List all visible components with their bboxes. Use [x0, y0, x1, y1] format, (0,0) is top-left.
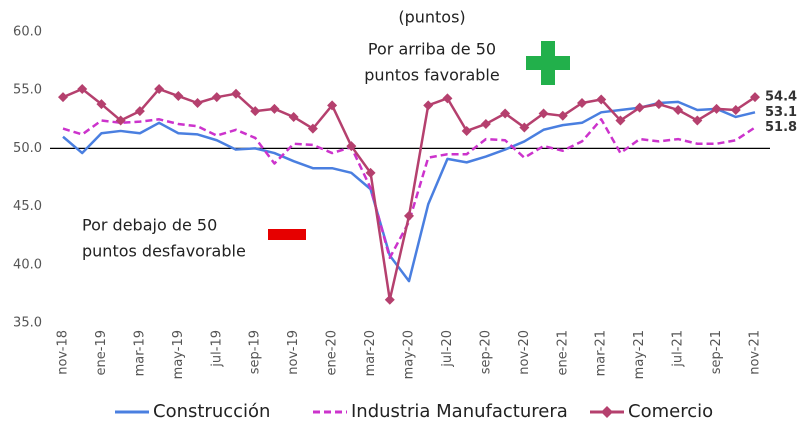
marker	[77, 84, 88, 95]
series-line	[62, 118, 756, 260]
marker	[384, 294, 395, 305]
marker	[519, 122, 530, 133]
marker	[365, 167, 376, 178]
marker	[250, 106, 261, 117]
legend-label: Comercio	[628, 401, 713, 422]
marker	[404, 210, 414, 221]
legend-item: Industria Manufacturera	[313, 401, 568, 422]
legend-label: Industria Manufacturera	[351, 401, 568, 422]
legend-marker	[601, 406, 613, 418]
legend-label: Construcción	[153, 401, 270, 422]
series-line	[62, 87, 756, 301]
marker	[269, 103, 280, 114]
x-tick-label: sep-20	[478, 330, 493, 374]
annotation: Por debajo de 50	[82, 216, 217, 235]
x-tick-label: nov-18	[56, 330, 71, 375]
x-tick-label: jul-20	[440, 330, 455, 368]
x-tick-label: may-19	[171, 330, 186, 379]
x-tick-label: nov-21	[748, 330, 763, 375]
minus-icon	[268, 229, 306, 240]
marker	[211, 92, 222, 103]
marker	[653, 99, 664, 110]
marker	[596, 94, 607, 105]
marker	[557, 110, 568, 121]
annotation: Por arriba de 50	[368, 40, 496, 59]
marker	[750, 92, 760, 103]
marker	[673, 104, 684, 115]
y-tick-label: 45.0	[13, 199, 42, 214]
y-tick-label: 50.0	[13, 141, 42, 156]
y-tick-label: 40.0	[13, 257, 42, 272]
x-tick-label: jul-19	[209, 330, 224, 368]
marker	[634, 102, 645, 113]
marker	[615, 115, 626, 126]
marker	[96, 99, 107, 110]
marker	[730, 104, 741, 115]
x-tick-label: nov-19	[286, 330, 301, 375]
x-tick-label: ene-21	[555, 330, 570, 375]
x-tick-label: mar-19	[132, 330, 147, 376]
marker	[134, 106, 145, 117]
y-tick-label: 55.0	[13, 83, 42, 98]
x-tick-label: may-20	[402, 330, 417, 379]
marker	[115, 115, 126, 126]
marker	[442, 93, 453, 104]
annotation: puntos desfavorable	[82, 242, 246, 261]
x-tick-label: may-21	[632, 330, 647, 379]
x-tick-label: mar-21	[594, 330, 609, 376]
marker	[288, 111, 299, 122]
marker	[711, 103, 722, 114]
x-tick-label: nov-20	[517, 330, 532, 375]
marker	[307, 123, 318, 134]
x-tick-label: sep-21	[709, 330, 724, 374]
marker	[423, 100, 434, 111]
end-label: 51.8	[765, 120, 797, 135]
unit-note: (puntos)	[398, 8, 465, 27]
x-tick-label: ene-19	[94, 330, 109, 375]
marker	[577, 98, 587, 109]
marker	[154, 84, 165, 95]
marker	[461, 125, 472, 136]
x-tick-label: ene-20	[325, 330, 340, 375]
y-tick-label: 60.0	[13, 25, 42, 40]
x-tick-label: jul-21	[671, 330, 686, 368]
marker	[327, 100, 338, 111]
annotation: puntos favorable	[364, 66, 499, 85]
marker	[192, 98, 203, 109]
marker	[173, 91, 184, 102]
x-tick-label: mar-20	[363, 330, 378, 376]
marker	[500, 108, 511, 119]
end-label: 54.4	[765, 90, 797, 105]
marker	[692, 115, 703, 126]
legend-item: Comercio	[590, 401, 713, 422]
end-label: 53.1	[765, 105, 797, 120]
marker	[538, 108, 549, 119]
y-tick-label: 35.0	[13, 316, 42, 331]
legend-item: Construcción	[115, 401, 270, 422]
marker	[231, 88, 241, 99]
plus-icon	[526, 41, 570, 85]
marker	[58, 92, 68, 103]
marker	[346, 141, 357, 152]
marker	[480, 118, 491, 129]
x-tick-label: sep-19	[248, 330, 263, 374]
